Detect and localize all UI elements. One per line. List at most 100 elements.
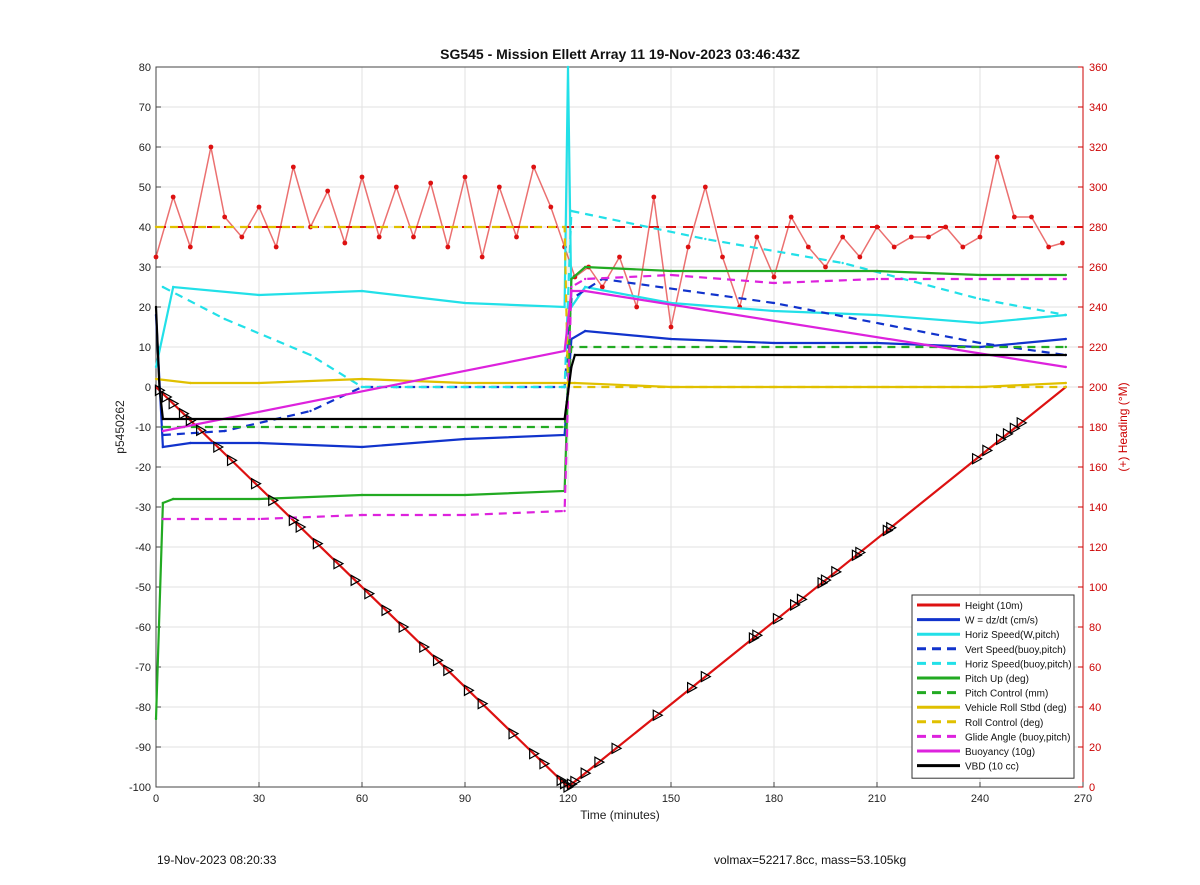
- dive-marker: [748, 632, 760, 645]
- y-tick-label: 50: [139, 182, 151, 194]
- heading-point: [823, 264, 828, 270]
- dive-marker: [312, 537, 324, 550]
- y-tick-label: -20: [135, 462, 151, 474]
- series-point: [1064, 337, 1068, 341]
- dive-marker: [295, 520, 307, 534]
- series-layer: [153, 65, 1083, 789]
- series-point: [573, 353, 577, 357]
- y-tick-label: 70: [139, 102, 151, 114]
- series-point: [1064, 385, 1068, 389]
- series-point: [583, 289, 587, 293]
- y-tick-label: -60: [135, 622, 151, 634]
- heading-point: [170, 194, 176, 200]
- series-point: [1064, 345, 1068, 349]
- y2-tick-label: 260: [1089, 262, 1107, 274]
- heading-point: [720, 254, 725, 260]
- series-point: [257, 441, 261, 445]
- series-point: [772, 341, 776, 345]
- series-point: [583, 285, 587, 289]
- series-point: [563, 385, 566, 389]
- legend-label: Height (10m): [965, 601, 1023, 612]
- dive-marker: [652, 709, 664, 722]
- dive-marker: [851, 549, 863, 562]
- series-point: [161, 445, 165, 449]
- legend-label: Pitch Up (deg): [965, 674, 1029, 685]
- heading-point: [445, 244, 451, 250]
- legend-label: Roll Control (deg): [965, 718, 1043, 729]
- y-tick-label: 80: [139, 62, 151, 74]
- dive-marker: [154, 384, 166, 397]
- dive-marker: [168, 397, 180, 410]
- dive-marker: [982, 444, 994, 457]
- y2-tick-label: 80: [1089, 622, 1101, 634]
- y2-tick-label: 180: [1089, 422, 1107, 434]
- series-point: [171, 285, 175, 289]
- dive-marker: [508, 727, 520, 740]
- heading-point: [496, 184, 502, 190]
- heading-point: [428, 180, 434, 186]
- dive-marker: [539, 757, 551, 770]
- x-tick-label: 90: [459, 793, 471, 805]
- x-tick-label: 60: [356, 793, 368, 805]
- series-point: [570, 345, 573, 349]
- dive-marker: [178, 407, 190, 420]
- series-point: [566, 65, 570, 69]
- series-point: [563, 509, 566, 513]
- heading-point: [153, 254, 159, 260]
- heading-point: [994, 154, 1000, 160]
- series-point: [772, 309, 776, 313]
- dive-marker: [772, 612, 784, 625]
- series-point: [257, 517, 261, 521]
- dive-marker: [971, 452, 983, 465]
- series-point: [154, 305, 158, 309]
- y2-tick-label: 320: [1089, 142, 1107, 154]
- heading-point: [805, 244, 811, 250]
- series-point: [570, 365, 573, 369]
- heading-point: [617, 254, 622, 260]
- series-point: [669, 273, 673, 277]
- series-point: [161, 517, 165, 521]
- heading-point: [634, 304, 640, 310]
- legend-label: Horiz Speed(buoy,pitch): [965, 659, 1072, 670]
- dive-marker: [817, 576, 829, 589]
- series-point: [669, 269, 673, 273]
- legend[interactable]: Height (10m) W = dz/dt (cm/s) Horiz Speed(…: [911, 594, 1075, 779]
- y2-tick-label: 20: [1089, 742, 1101, 754]
- series-point: [463, 493, 467, 497]
- y-tick-label: -80: [135, 702, 151, 714]
- y2-tick-label: 360: [1089, 62, 1107, 74]
- series-point: [463, 437, 467, 441]
- x-tick-label: 270: [1074, 793, 1092, 805]
- heading-point: [393, 184, 399, 190]
- chart-title: SG545 - Mission Ellett Array 11 19-Nov-2…: [440, 46, 800, 62]
- series-point: [570, 285, 573, 289]
- dive-marker: [250, 477, 262, 490]
- footer-vehicle-info: volmax=52217.8cc, mass=53.105kg: [714, 853, 907, 867]
- series-point: [154, 717, 158, 721]
- heading-point: [857, 254, 863, 260]
- dive-marker: [1002, 427, 1014, 440]
- heading-point: [840, 234, 846, 240]
- y-tick-label: 10: [139, 342, 151, 354]
- series-point: [360, 377, 364, 381]
- series-point: [189, 441, 192, 445]
- series-point: [1064, 381, 1068, 385]
- series-point: [161, 417, 165, 421]
- heading-point: [908, 234, 914, 240]
- series-point: [563, 381, 566, 385]
- legend-label: Horiz Speed(W,pitch): [965, 630, 1059, 641]
- heading-point: [1046, 244, 1052, 250]
- y-tick-label: -40: [135, 542, 151, 554]
- series-point: [875, 277, 879, 281]
- dive-marker: [381, 604, 393, 617]
- dive-marker: [350, 574, 362, 587]
- dive-marker: [161, 390, 173, 404]
- legend-label: Buoyancy (10g): [965, 747, 1035, 758]
- heading-point: [222, 214, 228, 220]
- series-point: [875, 385, 879, 389]
- heading-point: [788, 214, 794, 220]
- series-point: [1064, 313, 1068, 317]
- series-point: [189, 381, 192, 385]
- dive-marker: [559, 777, 571, 790]
